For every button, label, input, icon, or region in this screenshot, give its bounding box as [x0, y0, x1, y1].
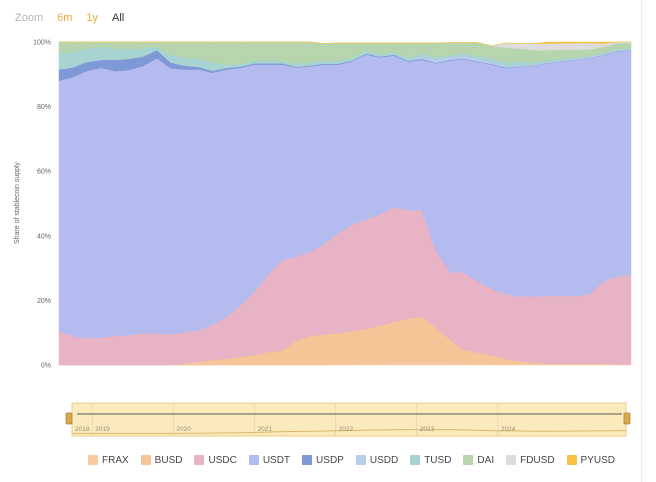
legend-item-usdd[interactable]: USDD: [355, 454, 399, 466]
legend-item-tusd[interactable]: TUSD: [410, 455, 451, 466]
navigator-handle-right[interactable]: [623, 412, 631, 425]
y-tick-label: 100%: [33, 40, 51, 47]
legend-swatch: [248, 455, 259, 465]
legend: FRAX BUSD USDC USDT USDP USDD TUSD DAI FDUSD PYUS…: [88, 453, 615, 467]
y-axis-label: Share of stablecoin supply: [14, 161, 21, 244]
legend-label: USDP: [316, 454, 344, 466]
legend-swatch: [410, 455, 421, 465]
navigator-series-line: [72, 429, 627, 434]
zoom-6m-button[interactable]: 6m: [57, 12, 73, 24]
y-tick-label: 0%: [41, 363, 51, 370]
y-tick-label: 20%: [37, 298, 51, 305]
legend-label: BUSD: [154, 454, 183, 466]
legend-item-dai[interactable]: DAI: [463, 455, 494, 466]
area-pyusd[interactable]: [59, 41, 631, 47]
navigator-labels: 2018 2019 2020 2021 2022 2023 2024: [75, 426, 516, 433]
stacked-area-chart: 0% 20% 40% 60% 80% 100% Share of stablecoin s…: [14, 40, 632, 437]
navigator-handle-left[interactable]: [65, 412, 73, 425]
legend-item-pyusd[interactable]: PYUSD: [566, 454, 615, 466]
y-tick-label: 40%: [37, 233, 51, 240]
y-tick-label: 60%: [37, 169, 51, 176]
zoom-label: Zoom: [15, 12, 44, 24]
legend-label: FDUSD: [520, 454, 555, 466]
navigator-label: 2023: [420, 426, 435, 433]
legend-label: USDT: [262, 454, 291, 466]
legend-label: PYUSD: [580, 454, 615, 466]
y-axis: 0% 20% 40% 60% 80% 100%: [33, 40, 51, 370]
legend-item-fdusd[interactable]: FDUSD: [506, 454, 555, 466]
legend-swatch: [463, 455, 474, 465]
legend-label: TUSD: [424, 454, 452, 466]
navigator-label: 2019: [95, 426, 110, 433]
plot-areas: [58, 41, 632, 366]
legend-item-busd[interactable]: BUSD: [140, 454, 183, 466]
legend-item-frax[interactable]: FRAX: [88, 455, 129, 466]
legend-label: DAI: [477, 454, 495, 466]
legend-swatch: [88, 455, 98, 465]
navigator-label: 2018: [75, 426, 90, 433]
panel-divider: [641, 0, 642, 482]
zoom-1y-button[interactable]: 1y: [86, 12, 99, 24]
legend-label: USDD: [369, 454, 399, 466]
y-tick-label: 80%: [37, 104, 51, 111]
legend-swatch: [566, 455, 577, 465]
navigator-label: 2024: [501, 426, 516, 433]
zoom-bar: Zoom 6m 1y All: [15, 11, 124, 25]
legend-swatch: [355, 455, 366, 465]
navigator[interactable]: 2018 2019 2020 2021 2022 2023 2024: [65, 402, 631, 437]
legend-item-usdp[interactable]: USDP: [302, 455, 344, 466]
legend-swatch: [194, 455, 205, 465]
legend-swatch: [140, 455, 151, 465]
legend-label: USDC: [208, 454, 237, 466]
zoom-all-button[interactable]: All: [112, 12, 125, 24]
legend-label: FRAX: [102, 454, 129, 466]
legend-swatch: [302, 455, 313, 465]
legend-item-usdt[interactable]: USDT: [248, 454, 291, 466]
navigator-label: 2021: [258, 426, 273, 433]
navigator-label: 2020: [176, 426, 191, 433]
navigator-label: 2022: [339, 426, 354, 433]
legend-item-usdc[interactable]: USDC: [194, 454, 237, 466]
legend-swatch: [506, 455, 517, 465]
